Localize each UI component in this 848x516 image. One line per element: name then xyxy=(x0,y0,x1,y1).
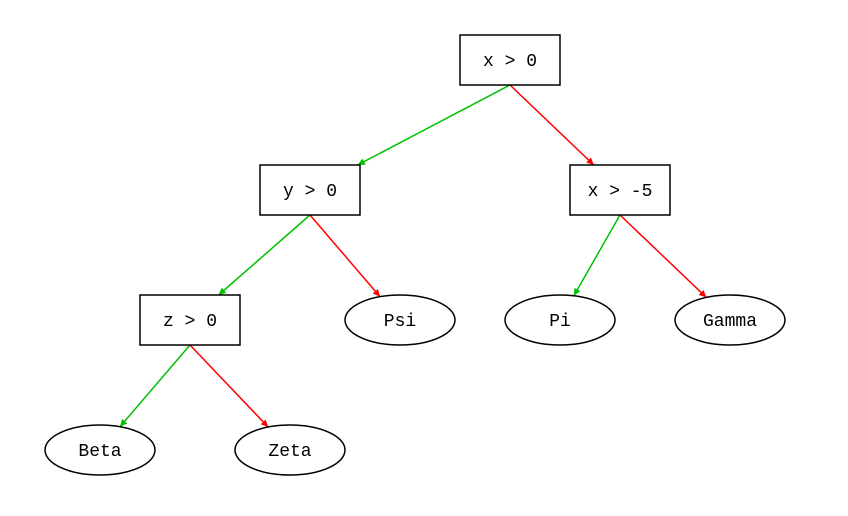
node-zeta: Zeta xyxy=(235,425,345,475)
nodes-layer: x > 0 y > 0 x > -5 z > 0 Psi Pi Gamma Beta Zeta xyxy=(45,35,785,475)
node-root-label: x > 0 xyxy=(483,52,537,72)
node-y: y > 0 xyxy=(260,165,360,215)
edge-root-y xyxy=(358,85,510,165)
node-beta-label: Beta xyxy=(78,442,121,462)
node-z: z > 0 xyxy=(140,295,240,345)
node-x5: x > -5 xyxy=(570,165,670,215)
node-gamma: Gamma xyxy=(675,295,785,345)
node-pi-label: Pi xyxy=(549,312,571,332)
edge-x5-pi xyxy=(574,215,620,296)
node-pi: Pi xyxy=(505,295,615,345)
node-root: x > 0 xyxy=(460,35,560,85)
edge-x5-gamma xyxy=(620,215,706,297)
edge-z-zeta xyxy=(190,345,268,427)
decision-tree: x > 0 y > 0 x > -5 z > 0 Psi Pi Gamma Beta Zeta xyxy=(0,0,848,516)
edge-z-beta xyxy=(120,345,190,427)
node-gamma-label: Gamma xyxy=(703,312,757,332)
edge-root-x5 xyxy=(510,85,594,165)
edge-y-z xyxy=(219,215,310,295)
node-x5-label: x > -5 xyxy=(588,182,653,202)
edge-y-psi xyxy=(310,215,380,297)
node-z-label: z > 0 xyxy=(163,312,217,332)
node-psi: Psi xyxy=(345,295,455,345)
node-beta: Beta xyxy=(45,425,155,475)
node-psi-label: Psi xyxy=(384,312,416,332)
node-zeta-label: Zeta xyxy=(268,442,311,462)
edges-layer xyxy=(120,85,706,427)
node-y-label: y > 0 xyxy=(283,182,337,202)
